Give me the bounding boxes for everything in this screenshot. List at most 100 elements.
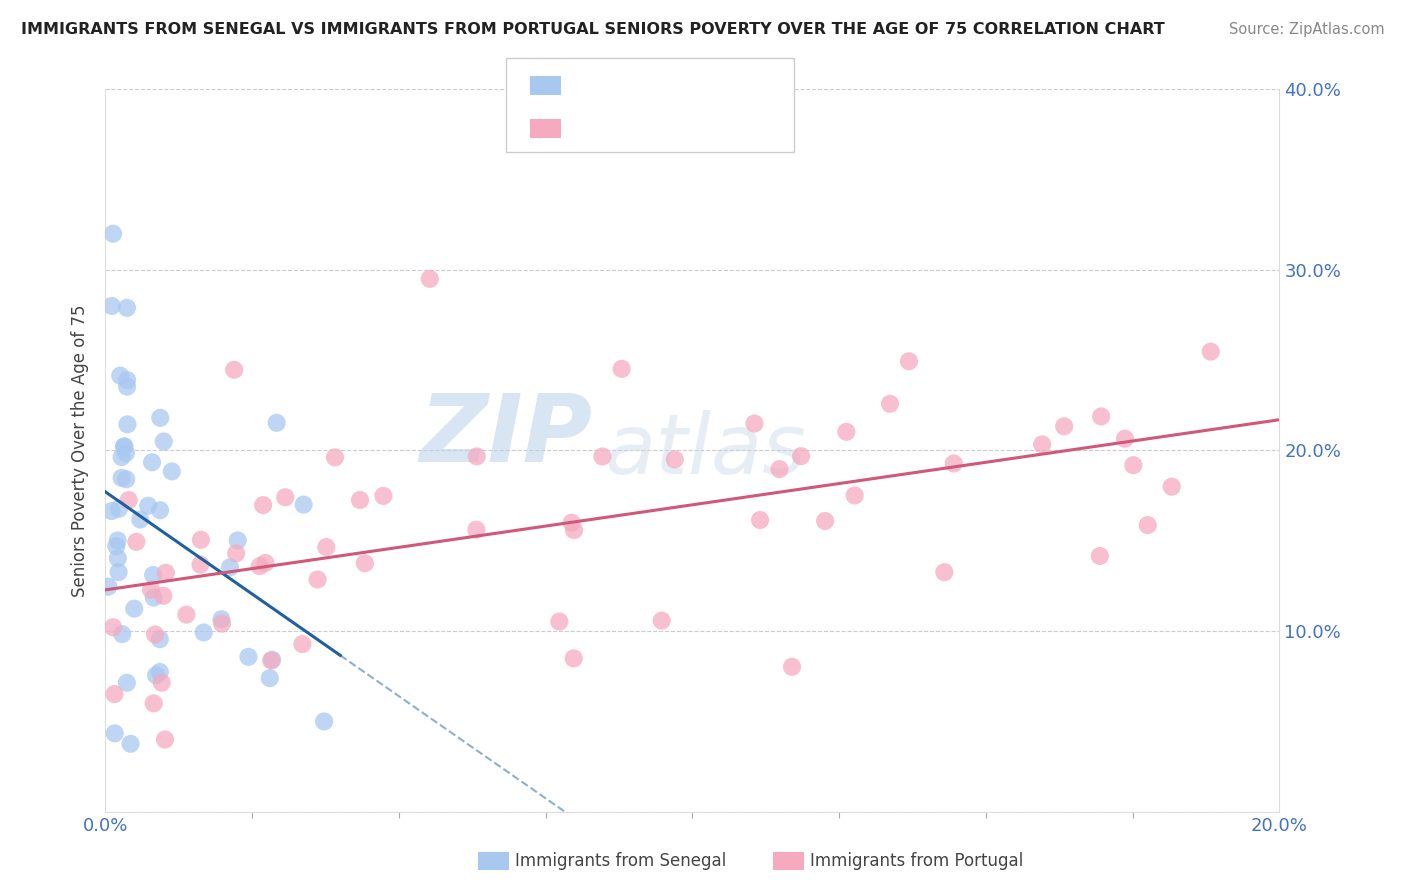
Point xyxy=(114,439,136,453)
Point xyxy=(107,533,129,548)
Text: N =: N = xyxy=(678,116,730,134)
Point xyxy=(125,534,148,549)
Point xyxy=(190,533,212,547)
Point xyxy=(353,556,375,570)
Point xyxy=(143,627,166,641)
Point xyxy=(307,573,329,587)
Point xyxy=(224,363,246,377)
Point xyxy=(139,582,162,597)
Point xyxy=(120,737,142,751)
Text: IMMIGRANTS FROM SENEGAL VS IMMIGRANTS FROM PORTUGAL SENIORS POVERTY OVER THE AGE: IMMIGRANTS FROM SENEGAL VS IMMIGRANTS FR… xyxy=(21,22,1164,37)
Point xyxy=(115,675,138,690)
Y-axis label: Seniors Poverty Over the Age of 75: Seniors Poverty Over the Age of 75 xyxy=(72,304,90,597)
Point xyxy=(155,566,177,580)
Point xyxy=(314,714,336,729)
Point xyxy=(115,373,138,387)
Point xyxy=(107,551,129,566)
Point xyxy=(225,546,247,560)
Point xyxy=(193,625,215,640)
Point xyxy=(291,637,314,651)
Point xyxy=(814,514,837,528)
Point xyxy=(238,649,260,664)
Point xyxy=(118,493,141,508)
Point xyxy=(1031,437,1053,451)
Point xyxy=(262,653,284,667)
Point xyxy=(110,471,132,485)
Point xyxy=(108,501,131,516)
Point xyxy=(744,417,766,431)
Point xyxy=(104,726,127,740)
Point xyxy=(142,568,165,582)
Point xyxy=(153,732,176,747)
Text: -0.366: -0.366 xyxy=(614,73,672,91)
Point xyxy=(101,227,124,241)
Point xyxy=(100,299,122,313)
Point xyxy=(149,410,172,425)
Point xyxy=(136,499,159,513)
Point xyxy=(1114,432,1136,446)
Point xyxy=(934,565,956,579)
Point xyxy=(790,449,813,463)
Text: atlas: atlas xyxy=(605,410,806,491)
Point xyxy=(129,512,152,526)
Point xyxy=(103,687,125,701)
Point xyxy=(373,489,395,503)
Point xyxy=(274,490,297,504)
Point xyxy=(591,450,613,464)
Point xyxy=(211,616,233,631)
Point xyxy=(780,660,803,674)
Point xyxy=(117,417,139,432)
Point xyxy=(97,580,120,594)
Point xyxy=(108,368,131,383)
Point xyxy=(150,675,173,690)
Point xyxy=(105,539,128,553)
Point xyxy=(149,665,172,679)
Point xyxy=(419,272,441,286)
Point xyxy=(835,425,858,439)
Text: Immigrants from Senegal: Immigrants from Senegal xyxy=(515,852,725,870)
Point xyxy=(115,301,138,315)
Point xyxy=(260,653,283,667)
Point xyxy=(160,464,183,478)
Point xyxy=(149,503,172,517)
Point xyxy=(266,416,288,430)
Point xyxy=(100,504,122,518)
Point xyxy=(562,523,585,537)
Point xyxy=(101,620,124,634)
Point xyxy=(548,615,571,629)
Point xyxy=(152,434,174,449)
Point xyxy=(107,565,129,579)
Text: R =: R = xyxy=(572,73,612,91)
Point xyxy=(879,397,901,411)
Text: Source: ZipAtlas.com: Source: ZipAtlas.com xyxy=(1229,22,1385,37)
Point xyxy=(122,601,145,615)
Point xyxy=(254,556,277,570)
Point xyxy=(115,472,138,486)
Point xyxy=(610,362,633,376)
Point xyxy=(145,668,167,682)
Text: 0.279: 0.279 xyxy=(614,116,672,134)
Point xyxy=(252,498,274,512)
Point xyxy=(844,488,866,502)
Point xyxy=(465,450,488,464)
Point xyxy=(176,607,198,622)
Point xyxy=(149,632,172,647)
Point xyxy=(349,493,371,508)
Point xyxy=(110,450,132,464)
Text: ZIP: ZIP xyxy=(420,390,593,482)
Point xyxy=(259,671,281,685)
Text: N =: N = xyxy=(678,73,730,91)
Point xyxy=(115,446,138,460)
Point xyxy=(111,627,134,641)
Point xyxy=(226,533,249,548)
Point xyxy=(115,379,138,393)
Point xyxy=(1160,480,1182,494)
Text: 47: 47 xyxy=(730,73,752,91)
Point xyxy=(561,516,583,530)
Point xyxy=(1199,344,1222,359)
Point xyxy=(209,612,232,626)
Point xyxy=(315,540,337,554)
Point xyxy=(142,697,165,711)
Point xyxy=(942,457,965,471)
Point xyxy=(749,513,772,527)
